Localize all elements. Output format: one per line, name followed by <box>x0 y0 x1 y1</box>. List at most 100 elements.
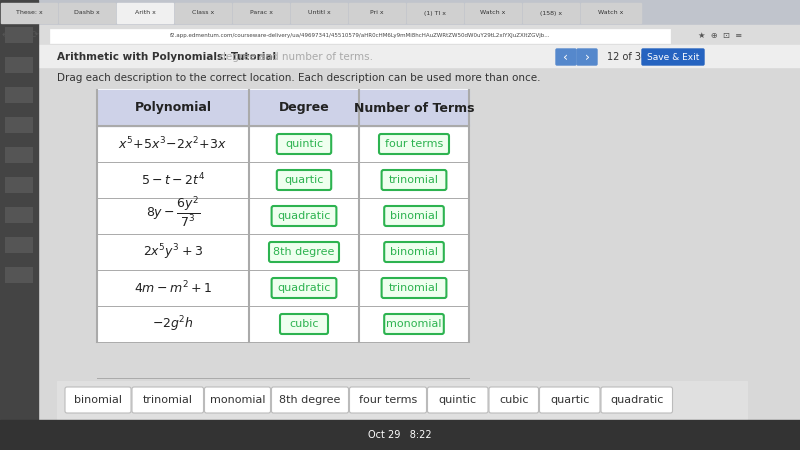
Text: quadratic: quadratic <box>278 211 330 221</box>
Bar <box>5 117 33 133</box>
Bar <box>0 0 38 450</box>
Text: Polynomial: Polynomial <box>134 102 211 114</box>
Bar <box>97 90 469 126</box>
Bar <box>407 3 463 23</box>
Text: $2x^5y^3+3$: $2x^5y^3+3$ <box>143 242 203 262</box>
Text: quintic: quintic <box>285 139 323 149</box>
Text: binomial: binomial <box>390 247 438 257</box>
Text: (1) Tl x: (1) Tl x <box>424 10 446 15</box>
Text: 8th degree: 8th degree <box>279 395 341 405</box>
Bar <box>5 237 33 253</box>
FancyBboxPatch shape <box>384 314 444 334</box>
Text: Parac x: Parac x <box>250 10 273 15</box>
FancyBboxPatch shape <box>382 278 446 298</box>
Text: degree and number of terms.: degree and number of terms. <box>216 52 373 62</box>
Text: ‹: ‹ <box>563 50 569 63</box>
Text: monomial: monomial <box>386 319 442 329</box>
Text: monomial: monomial <box>210 395 266 405</box>
Text: Dashb x: Dashb x <box>74 10 100 15</box>
Text: trinomial: trinomial <box>389 175 439 185</box>
Text: quintic: quintic <box>438 395 477 405</box>
Text: binomial: binomial <box>390 211 438 221</box>
Text: quadratic: quadratic <box>278 283 330 293</box>
Text: Class x: Class x <box>192 10 214 15</box>
FancyBboxPatch shape <box>205 387 270 413</box>
Bar <box>233 3 289 23</box>
Bar <box>117 3 173 23</box>
Text: four terms: four terms <box>385 139 443 149</box>
Text: These: x: These: x <box>16 10 42 15</box>
Bar <box>1 3 57 23</box>
Bar <box>175 3 231 23</box>
Bar <box>5 57 33 73</box>
FancyBboxPatch shape <box>379 134 449 154</box>
Bar <box>5 87 33 103</box>
Text: Save & Exit: Save & Exit <box>647 53 699 62</box>
FancyBboxPatch shape <box>277 170 331 190</box>
Text: four terms: four terms <box>359 395 417 405</box>
Text: Watch x: Watch x <box>480 10 506 15</box>
Text: Pri x: Pri x <box>370 10 384 15</box>
Bar <box>5 267 33 283</box>
Bar <box>50 29 670 43</box>
FancyBboxPatch shape <box>382 170 446 190</box>
Text: cubic: cubic <box>499 395 529 405</box>
Text: 12 of 30: 12 of 30 <box>607 52 647 62</box>
Bar <box>97 90 469 342</box>
Bar <box>0 25 800 45</box>
Text: quartic: quartic <box>284 175 324 185</box>
FancyBboxPatch shape <box>272 206 337 226</box>
Text: Oct 29   8:22: Oct 29 8:22 <box>368 430 432 440</box>
Text: 8th degree: 8th degree <box>274 247 334 257</box>
Bar <box>581 3 641 23</box>
FancyBboxPatch shape <box>384 206 444 226</box>
Text: Arith x: Arith x <box>134 10 155 15</box>
Text: quartic: quartic <box>550 395 590 405</box>
FancyBboxPatch shape <box>577 49 597 65</box>
Bar <box>59 3 115 23</box>
Text: Drag each description to the correct location. Each description can be used more: Drag each description to the correct loc… <box>57 73 541 83</box>
FancyBboxPatch shape <box>65 387 131 413</box>
FancyBboxPatch shape <box>384 242 444 262</box>
Bar <box>0 420 800 450</box>
Bar <box>291 3 347 23</box>
Text: $8y - \dfrac{6y^2}{7^3}$: $8y - \dfrac{6y^2}{7^3}$ <box>146 195 200 230</box>
Text: $x^5\!+\!5x^3\!-\!2x^2\!+\!3x$: $x^5\!+\!5x^3\!-\!2x^2\!+\!3x$ <box>118 136 228 152</box>
Text: binomial: binomial <box>74 395 122 405</box>
Bar <box>523 3 579 23</box>
FancyBboxPatch shape <box>642 49 704 65</box>
Bar <box>0 45 800 67</box>
Text: $4m-m^2+1$: $4m-m^2+1$ <box>134 280 212 296</box>
Text: $5-t-2t^4$: $5-t-2t^4$ <box>141 172 205 188</box>
Bar <box>57 381 747 419</box>
FancyBboxPatch shape <box>489 387 538 413</box>
Text: Untitl x: Untitl x <box>308 10 330 15</box>
FancyBboxPatch shape <box>272 278 337 298</box>
Text: Degree: Degree <box>278 102 330 114</box>
Text: ←  →  ⟳: ← → ⟳ <box>2 30 38 40</box>
FancyBboxPatch shape <box>556 49 576 65</box>
FancyBboxPatch shape <box>601 387 673 413</box>
Bar <box>5 177 33 193</box>
Bar <box>5 207 33 223</box>
Text: Number of Terms: Number of Terms <box>354 102 474 114</box>
Text: ★  ⊕  ⊡  ≡: ★ ⊕ ⊡ ≡ <box>698 31 742 40</box>
FancyBboxPatch shape <box>350 387 426 413</box>
FancyBboxPatch shape <box>271 387 349 413</box>
Text: Watch x: Watch x <box>598 10 624 15</box>
FancyBboxPatch shape <box>280 314 328 334</box>
Text: ›: › <box>585 50 590 63</box>
FancyBboxPatch shape <box>539 387 600 413</box>
Bar <box>5 147 33 163</box>
Text: (158) x: (158) x <box>540 10 562 15</box>
Text: Arithmetic with Polynomials: Tutorial: Arithmetic with Polynomials: Tutorial <box>57 52 276 62</box>
Text: trinomial: trinomial <box>389 283 439 293</box>
FancyBboxPatch shape <box>132 387 203 413</box>
Bar <box>5 27 33 43</box>
Text: f2.app.edmentum.com/courseware-delivery/ua/49697341/45510579/aHR0cHM6Ly9mMi8hcHA: f2.app.edmentum.com/courseware-delivery/… <box>170 33 550 39</box>
Text: cubic: cubic <box>290 319 318 329</box>
Text: $-2g^2h$: $-2g^2h$ <box>152 314 194 334</box>
Bar <box>349 3 405 23</box>
Bar <box>465 3 521 23</box>
Bar <box>0 0 800 25</box>
